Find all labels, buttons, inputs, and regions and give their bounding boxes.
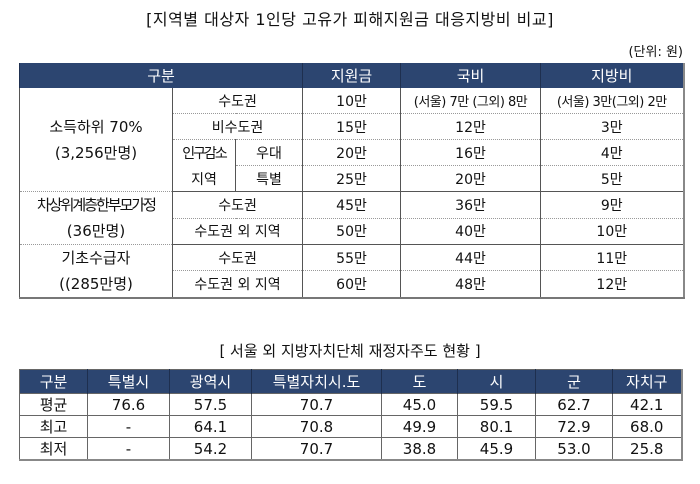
value-cell: - (87, 437, 170, 461)
local-cell: 4만 (540, 139, 685, 166)
region-cell: 수도권 외 지역 (171, 218, 304, 245)
header-county: 군 (535, 369, 613, 394)
local-cell: 9만 (540, 191, 685, 219)
table1-header-row: 구분 지원금 국비 지방비 (18, 63, 685, 88)
value-cell: 57.5 (169, 393, 252, 416)
group-count: (36만명) (66, 222, 126, 240)
table-row: 최저 - 54.2 70.7 38.8 45.9 53.0 25.8 (19, 437, 682, 461)
national-cell: 48만 (400, 270, 542, 299)
header-district: 자치구 (612, 369, 682, 394)
table-row: 특별 25만 20만 5만 (20, 165, 685, 192)
table-row: 최고 - 64.1 70.8 49.9 80.1 72.9 68.0 (19, 415, 682, 438)
region-cell: 인구감소 지역 (172, 139, 236, 192)
region-cell: 수도권 (171, 88, 304, 114)
header-national: 국비 (400, 63, 542, 88)
region-line-1: 인구감소 (182, 145, 228, 162)
national-cell: 16만 (400, 139, 542, 166)
local-cell: 11만 (540, 244, 685, 272)
table-row: 소득하위 70% (3,256만명) 수도권 10만 (서울) 7만 (그외) … (19, 88, 685, 192)
row-label: 최고 (19, 415, 88, 438)
support-cell: 55만 (302, 244, 402, 272)
value-cell: 59.5 (457, 393, 536, 416)
national-cell: 20만 (400, 165, 542, 192)
table2-header-row: 구분 특별시 광역시 특별자치시.도 도 시 군 자치구 (19, 369, 682, 394)
national-cell: 36만 (400, 191, 542, 219)
fiscal-autonomy-table: 구분 특별시 광역시 특별자치시.도 도 시 군 자치구 평균 76.6 57.… (19, 369, 683, 461)
group-count: ((285만명) (59, 275, 133, 293)
local-cell: 5만 (540, 165, 685, 192)
header-special-city: 특별시 (87, 369, 170, 394)
value-cell: 70.7 (251, 393, 382, 416)
header-local: 지방비 (540, 63, 685, 88)
support-cell: 10만 (302, 88, 402, 114)
table1-title: [지역별 대상자 1인당 고유가 피해지원금 대응지방비 비교] (146, 10, 554, 29)
table-row: 비수도권 15만 12만 3만 (20, 113, 685, 140)
table-row: 평균 76.6 57.5 70.7 45.0 59.5 62.7 42.1 (19, 393, 682, 416)
group-label: 차상위계층한부모가정 (36만명) (19, 191, 173, 245)
subregion-cell: 특별 (234, 165, 304, 192)
header-special-self-governing: 특별자치시.도 (251, 369, 382, 394)
header-metro-city: 광역시 (169, 369, 252, 394)
row-label: 평균 (19, 393, 88, 416)
value-cell: 38.8 (381, 437, 458, 461)
header-province: 도 (381, 369, 458, 394)
support-cell: 15만 (302, 113, 402, 140)
header-support: 지원금 (302, 63, 402, 88)
support-cell: 45만 (302, 191, 402, 219)
value-cell: 25.8 (612, 437, 682, 461)
subregion-cell: 우대 (234, 139, 304, 166)
group-count: (3,256만명) (54, 143, 138, 162)
value-cell: 70.7 (251, 437, 382, 461)
table-row: 수도권 외 지역 60만 48만 12만 (20, 270, 685, 299)
region-cell: 수도권 (171, 191, 304, 219)
unit-label: (단위: 원) (628, 45, 683, 60)
support-cell: 20만 (302, 139, 402, 166)
group-name: 소득하위 70% (49, 117, 143, 136)
header-category: 구분 (19, 369, 88, 394)
national-cell: 12만 (400, 113, 542, 140)
region-cell: 수도권 외 지역 (171, 270, 304, 299)
value-cell: 80.1 (457, 415, 536, 438)
local-cell: (서울) 3만(그외) 2만 (540, 88, 685, 114)
national-cell: 40만 (400, 218, 542, 245)
local-cell: 10만 (540, 218, 685, 245)
group-name: 기초수급자 (61, 249, 131, 267)
support-cell: 60만 (302, 270, 402, 299)
support-comparison-table: 구분 지원금 국비 지방비 소득하위 70% (3,256만명) 수도권 10만… (18, 63, 685, 299)
table2-title: [ 서울 외 지방자치단체 재정자주도 현황 ] (219, 342, 481, 360)
local-cell: 3만 (540, 113, 685, 140)
table-row: 차상위계층한부모가정 (36만명) 수도권 45만 36만 9만 (19, 191, 685, 245)
header-category: 구분 (18, 63, 304, 88)
national-cell: 44만 (400, 244, 542, 272)
value-cell: 45.0 (381, 393, 458, 416)
value-cell: 72.9 (535, 415, 613, 438)
support-cell: 25만 (302, 165, 402, 192)
support-cell: 50만 (302, 218, 402, 245)
table-row: 기초수급자 ((285만명) 수도권 55만 44만 11만 (19, 244, 685, 299)
value-cell: 45.9 (457, 437, 536, 461)
group-name: 차상위계층한부모가정 (36, 196, 157, 214)
header-city: 시 (457, 369, 536, 394)
value-cell: 54.2 (169, 437, 252, 461)
region-cell: 수도권 (171, 244, 304, 272)
value-cell: 53.0 (535, 437, 613, 461)
local-cell: 12만 (540, 270, 685, 299)
group-label: 기초수급자 ((285만명) (19, 244, 173, 299)
value-cell: 64.1 (169, 415, 252, 438)
value-cell: - (87, 415, 170, 438)
table-row: 수도권 외 지역 50만 40만 10만 (20, 218, 685, 245)
value-cell: 70.8 (251, 415, 382, 438)
value-cell: 62.7 (535, 393, 613, 416)
value-cell: 76.6 (87, 393, 170, 416)
row-label: 최저 (19, 437, 88, 461)
value-cell: 49.9 (381, 415, 458, 438)
region-line-2: 지역 (191, 171, 217, 188)
value-cell: 42.1 (612, 393, 682, 416)
group-label: 소득하위 70% (3,256만명) (19, 88, 173, 192)
national-cell: (서울) 7만 (그외) 8만 (400, 88, 542, 114)
value-cell: 68.0 (612, 415, 682, 438)
region-cell: 비수도권 (171, 113, 304, 140)
